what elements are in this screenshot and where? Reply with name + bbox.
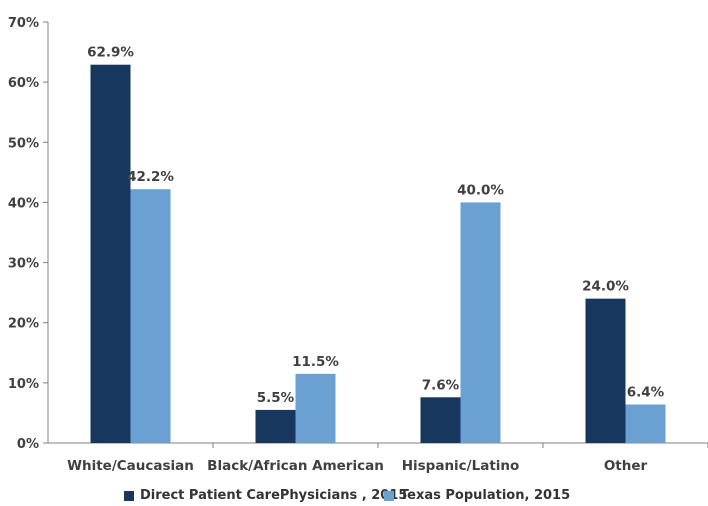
- legend-label-physicians: Direct Patient CarePhysicians , 2015: [140, 488, 408, 503]
- y-tick-label: 20%: [8, 317, 39, 332]
- data-label: 11.5%: [292, 354, 339, 370]
- bar-texas-population: [130, 189, 171, 443]
- bar-texas-population: [460, 202, 501, 443]
- y-tick-label: 10%: [8, 377, 39, 392]
- data-label: 42.2%: [127, 169, 174, 185]
- y-tick-label: 30%: [8, 257, 39, 272]
- data-label: 24.0%: [582, 279, 629, 295]
- x-category-label: Black/African American: [207, 458, 384, 474]
- bar-physicians: [255, 409, 296, 443]
- data-label: 7.6%: [422, 377, 460, 393]
- bar-physicians: [90, 64, 131, 444]
- y-tick-label: 0%: [17, 437, 39, 452]
- legend-swatch-physicians: [124, 490, 134, 501]
- bar-texas-population: [295, 373, 336, 443]
- data-label: 6.4%: [627, 385, 665, 401]
- x-category-label: White/Caucasian: [67, 458, 194, 474]
- x-category-label: Hispanic/Latino: [402, 458, 520, 474]
- y-tick-label: 60%: [8, 76, 39, 91]
- legend: Direct Patient CarePhysicians , 2015 Tex…: [0, 488, 708, 506]
- bar-texas-population: [625, 404, 666, 443]
- data-label: 5.5%: [257, 390, 295, 406]
- legend-swatch-texas: [384, 490, 394, 501]
- y-tick-label: 40%: [8, 196, 39, 211]
- y-tick-label: 50%: [8, 136, 39, 151]
- data-label: 62.9%: [87, 45, 134, 61]
- bar-physicians: [420, 397, 461, 443]
- legend-item-texas: Texas Population, 2015: [384, 488, 570, 503]
- x-category-label: Other: [604, 458, 648, 474]
- legend-item-physicians: Direct Patient CarePhysicians , 2015: [124, 488, 407, 503]
- legend-label-texas: Texas Population, 2015: [400, 488, 571, 503]
- bar-physicians: [585, 298, 626, 443]
- data-label: 40.0%: [457, 182, 504, 198]
- y-tick-label: 70%: [8, 16, 39, 31]
